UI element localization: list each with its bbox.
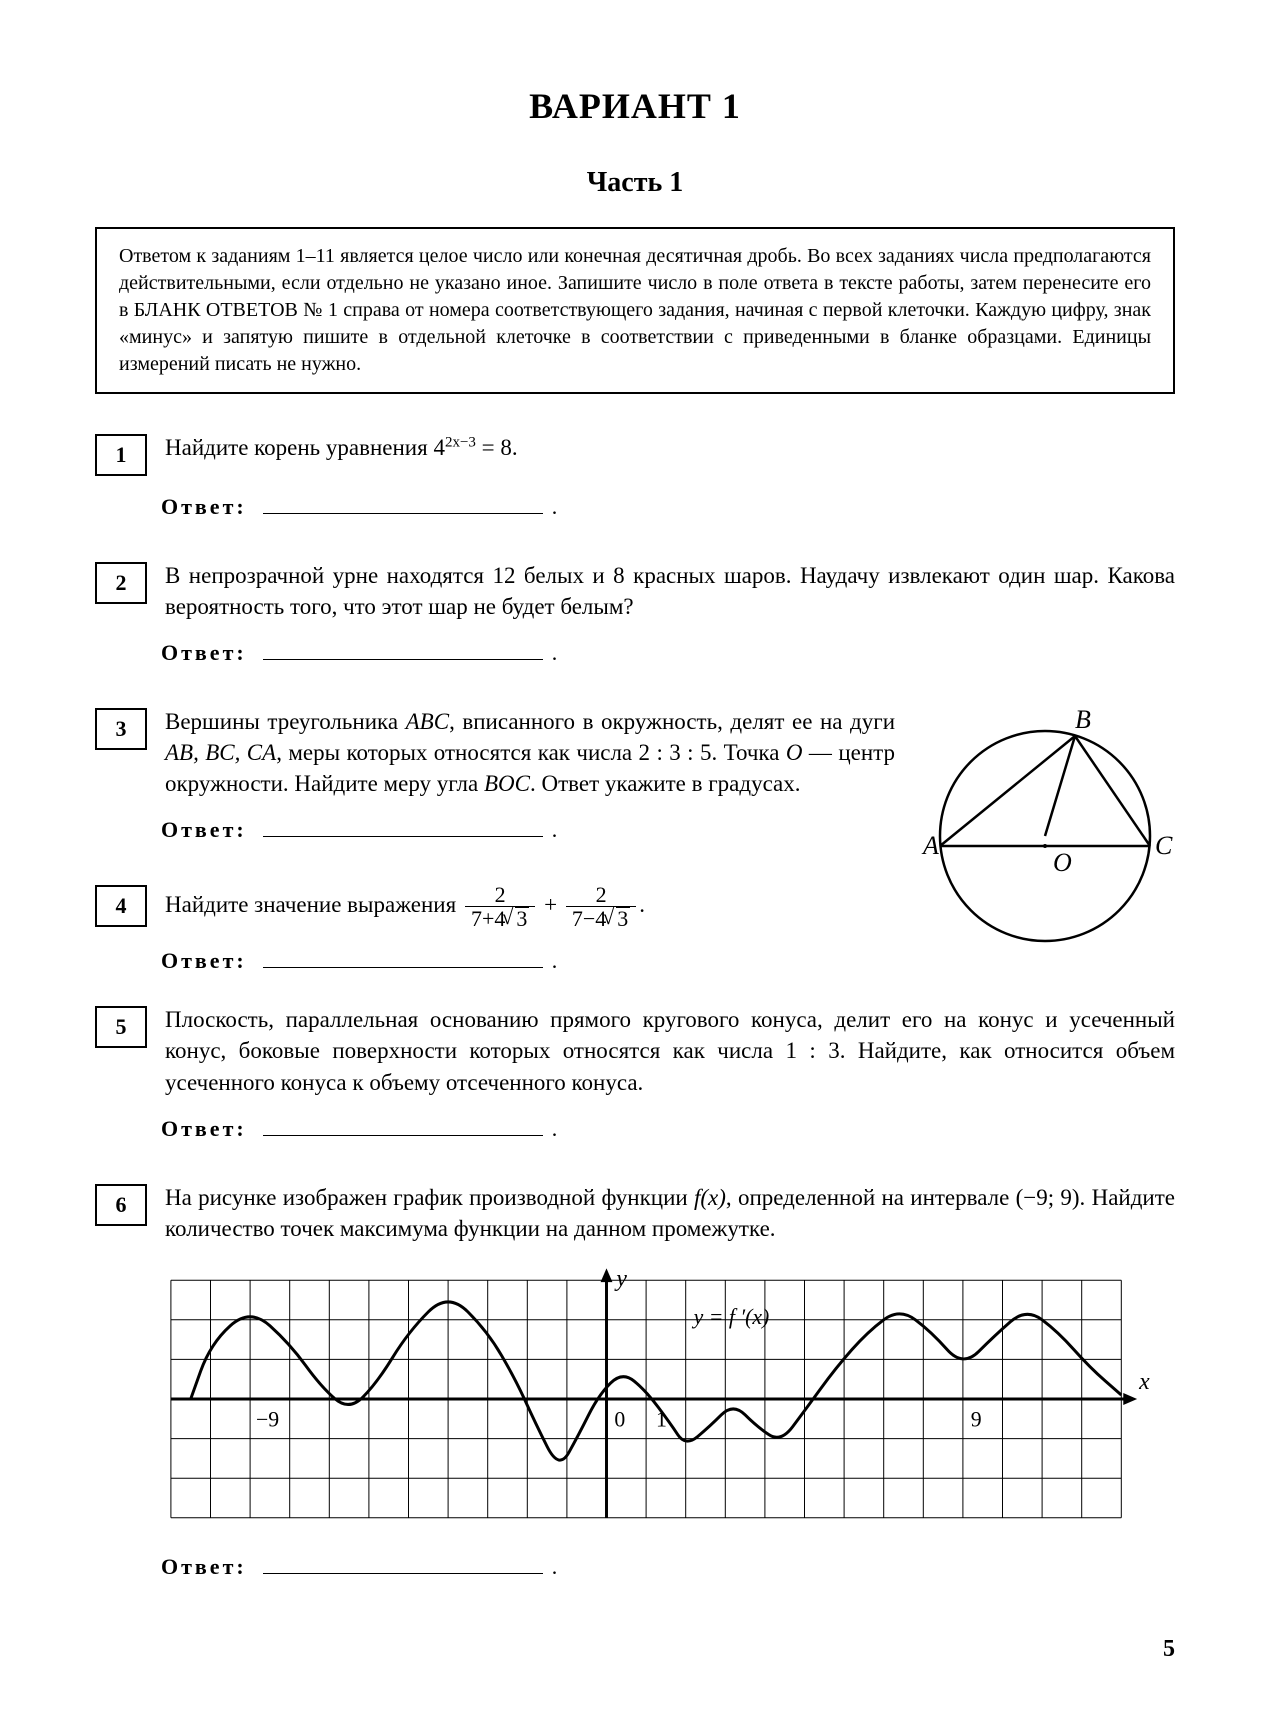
graph-svg: yx−9019y = f ′(x): [161, 1264, 1151, 1534]
p3-o: O: [786, 740, 803, 765]
answer-row-5: Ответ: .: [161, 1116, 1175, 1142]
label-O: O: [1053, 848, 1072, 877]
label-A: A: [921, 831, 939, 860]
variant-title: ВАРИАНТ 1: [95, 85, 1175, 127]
answer-row-3: Ответ: .: [161, 817, 895, 843]
p3-t1: Вершины треугольника: [165, 709, 406, 734]
p3-t5: . Ответ укажите в градусах.: [530, 771, 801, 796]
circle-figure: A B C O: [915, 706, 1175, 961]
problem-5: 5 Плоскость, параллельная основанию прям…: [95, 1004, 1175, 1097]
svg-text:y = f ′(x): y = f ′(x): [692, 1304, 770, 1328]
answer-line[interactable]: [263, 1117, 543, 1136]
answer-line[interactable]: [263, 495, 543, 514]
p6-fx: f(x): [694, 1185, 726, 1210]
p3-arcs: AB, BC, CA: [165, 740, 276, 765]
fraction-2: 2 7−43: [566, 883, 636, 930]
problem-number: 4: [95, 885, 147, 927]
answer-line[interactable]: [263, 641, 543, 660]
problem-text: Найдите корень уравнения 42x−3 = 8.: [165, 432, 1175, 463]
answer-label: Ответ:: [161, 494, 247, 519]
problem-text: Плоскость, параллельная основанию прямог…: [165, 1004, 1175, 1097]
p3-t3: , меры которых относятся как числа 2 : 3…: [276, 740, 786, 765]
p1-exponent: 2x−3: [445, 434, 476, 450]
svg-text:y: y: [614, 1266, 627, 1292]
answer-line[interactable]: [263, 949, 543, 968]
problem-text: На рисунке изображен график производной …: [165, 1182, 1175, 1244]
answer-row-4: Ответ: .: [161, 948, 895, 974]
problem-6: 6 На рисунке изображен график производно…: [95, 1182, 1175, 1244]
p1-prefix: Найдите корень уравнения 4: [165, 435, 445, 460]
svg-text:9: 9: [971, 1407, 982, 1431]
svg-text:x: x: [1138, 1369, 1150, 1395]
problem-2: 2 В непрозрачной урне находятся 12 белых…: [95, 560, 1175, 622]
part-title: Часть 1: [95, 167, 1175, 199]
problem-number: 2: [95, 562, 147, 604]
answer-row-1: Ответ: .: [161, 494, 1175, 520]
problem-3: 3 Вершины треугольника ABC, вписанного в…: [95, 706, 895, 799]
label-C: C: [1155, 831, 1173, 860]
page: ВАРИАНТ 1 Часть 1 Ответом к заданиям 1–1…: [0, 0, 1270, 1713]
problem-text: Найдите значение выражения 2 7+43 + 2 7−…: [165, 883, 895, 930]
problem-number: 5: [95, 1006, 147, 1048]
problem-number: 6: [95, 1184, 147, 1226]
problem-text: Вершины треугольника ABC, вписанного в о…: [165, 706, 895, 799]
svg-text:0: 0: [614, 1407, 625, 1431]
page-number: 5: [1163, 1636, 1175, 1663]
answer-row-6: Ответ: .: [161, 1554, 1175, 1580]
p1-suffix: = 8.: [476, 435, 518, 460]
problem-number: 3: [95, 708, 147, 750]
answer-label: Ответ:: [161, 1116, 247, 1141]
p3-abc: ABC: [406, 709, 449, 734]
problem-4: 4 Найдите значение выражения 2 7+43 + 2 …: [95, 883, 895, 930]
answer-line[interactable]: [263, 818, 543, 837]
fraction-1: 2 7+43: [465, 883, 535, 930]
answer-label: Ответ:: [161, 817, 247, 842]
p3-t2: , вписанного в окружность, делят ее на д…: [449, 709, 895, 734]
p3-boc: BOC: [484, 771, 530, 796]
p6-pre: На рисунке изображен график производной …: [165, 1185, 694, 1210]
problem-text: В непрозрачной урне находятся 12 белых и…: [165, 560, 1175, 622]
answer-label: Ответ:: [161, 948, 247, 973]
svg-text:−9: −9: [256, 1407, 279, 1431]
answer-label: Ответ:: [161, 640, 247, 665]
p4-prefix: Найдите значение выражения: [165, 892, 462, 917]
problem-number: 1: [95, 434, 147, 476]
answer-line[interactable]: [263, 1555, 543, 1574]
graph-figure: yx−9019y = f ′(x): [161, 1264, 1175, 1534]
instruction-box: Ответом к заданиям 1–11 является целое ч…: [95, 227, 1175, 394]
answer-row-2: Ответ: .: [161, 640, 1175, 666]
label-B: B: [1075, 706, 1091, 734]
answer-label: Ответ:: [161, 1554, 247, 1579]
problem-3-row: 3 Вершины треугольника ABC, вписанного в…: [95, 706, 1175, 1004]
problem-1: 1 Найдите корень уравнения 42x−3 = 8.: [95, 432, 1175, 476]
circle-svg: A B C O: [915, 706, 1175, 961]
